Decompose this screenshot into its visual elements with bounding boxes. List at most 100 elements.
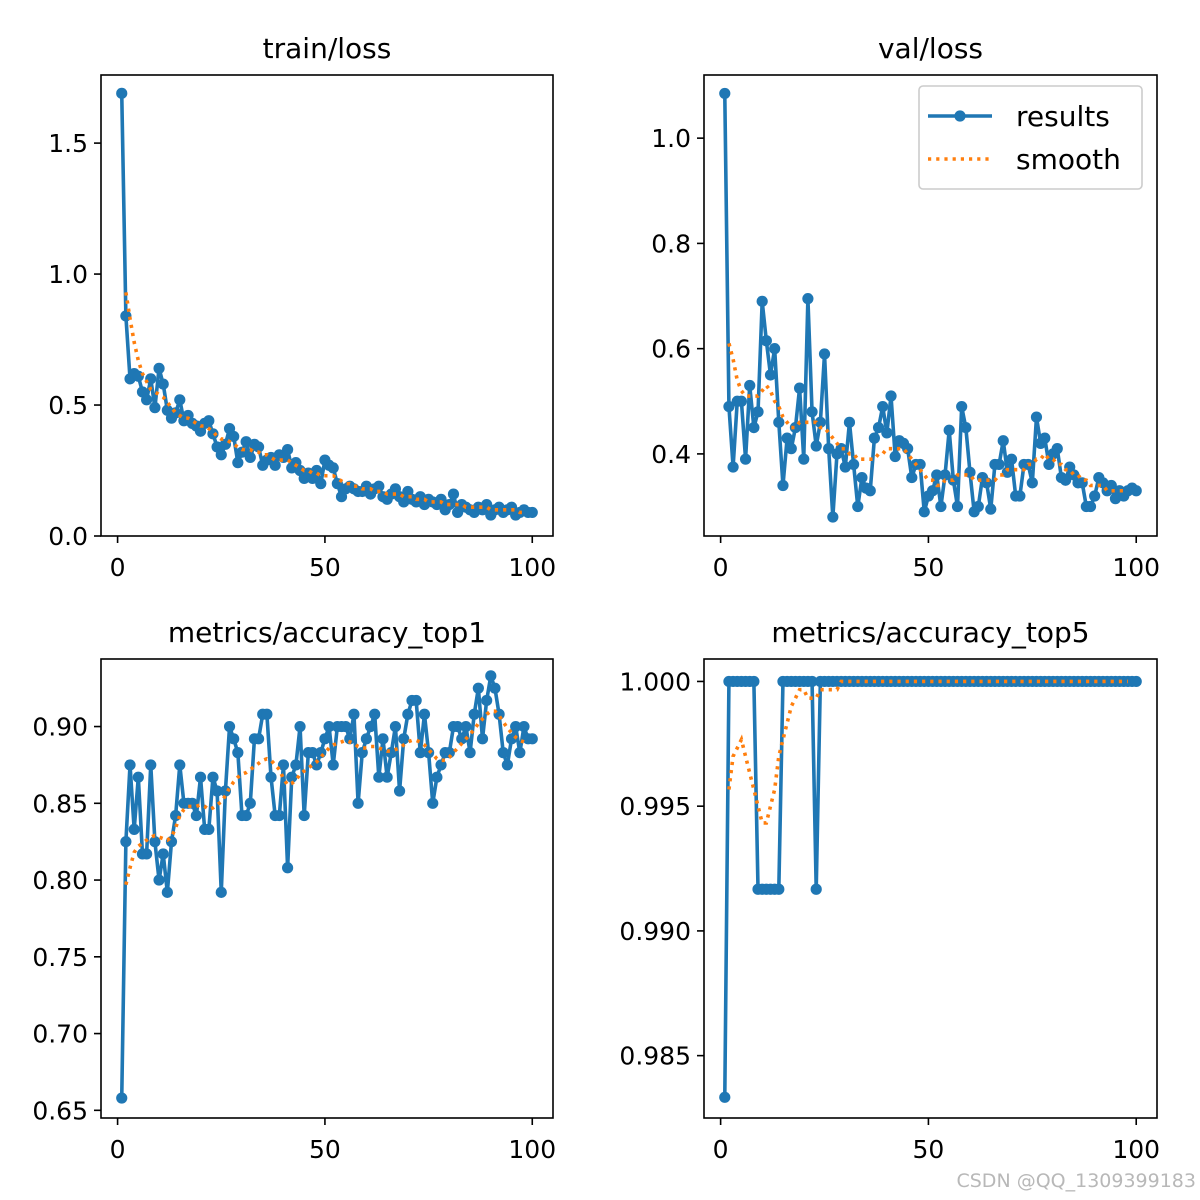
data-point: [476, 733, 489, 745]
data-point: [132, 370, 144, 382]
data-point: [806, 406, 818, 418]
series-line-results: [119, 93, 533, 517]
data-point: [153, 874, 165, 886]
data-point: [926, 485, 939, 497]
data-point: [252, 441, 265, 453]
legend: results smooth: [918, 85, 1143, 190]
data-point: [211, 785, 223, 797]
data-point: [752, 406, 764, 418]
data-point: [373, 771, 385, 783]
data-point: [939, 469, 951, 481]
data-point: [311, 759, 323, 771]
data-point: [810, 440, 822, 452]
data-point: [744, 379, 756, 392]
legend-results-marker: [954, 110, 966, 122]
data-point: [889, 450, 901, 463]
data-point: [431, 771, 443, 783]
data-point: [1051, 443, 1063, 455]
data-point: [194, 771, 207, 783]
data-point: [344, 733, 356, 745]
data-point: [215, 886, 227, 898]
train-loss-subplot: train/loss 0 50 100 0.0 0.5 1.0 1.5: [48, 32, 556, 582]
data-point: [1130, 485, 1142, 497]
y-tick-label: 0.0: [48, 522, 88, 551]
data-point: [282, 443, 294, 456]
data-point: [244, 451, 256, 464]
data-point: [273, 809, 285, 822]
val-loss-subplot: val/loss 0 50 100 0.4 0.6 0.8 1.0 results smooth: [651, 32, 1160, 582]
x-tick-label: 100: [508, 553, 556, 582]
data-point: [960, 421, 972, 434]
data-point: [327, 759, 339, 771]
data-point: [526, 506, 538, 519]
data-point: [793, 382, 806, 394]
y-tick-label: 0.65: [32, 1096, 88, 1125]
data-point: [735, 395, 748, 407]
data-point: [232, 457, 244, 469]
data-point: [414, 747, 426, 759]
data-point: [872, 421, 885, 434]
data-point: [943, 424, 955, 436]
data-point: [340, 720, 352, 733]
x-tick-label: 50: [913, 553, 945, 582]
data-point: [120, 836, 132, 848]
data-point: [223, 720, 236, 733]
series-line-smooth: [727, 679, 1128, 825]
data-point: [769, 343, 781, 355]
accuracy-top1-subplot: metrics/accuracy_top1 0 50 100 0.65 0.70 0.75 0…: [32, 616, 556, 1164]
data-point: [510, 720, 522, 733]
data-point: [418, 708, 431, 720]
x-tick-label: 0: [110, 553, 126, 582]
data-point: [252, 733, 265, 745]
data-point: [918, 506, 930, 518]
data-point: [852, 500, 864, 513]
y-tick-label: 0.5: [48, 391, 88, 420]
data-point: [323, 720, 335, 733]
y-tick-label: 0.985: [619, 1042, 691, 1071]
data-point: [827, 511, 839, 523]
data-point: [294, 720, 306, 733]
data-point: [514, 747, 526, 759]
data-point: [497, 747, 509, 759]
data-point: [261, 708, 273, 720]
chart-title: metrics/accuracy_top5: [771, 616, 1089, 649]
data-point: [464, 747, 476, 759]
x-tick-label: 0: [110, 1135, 126, 1164]
data-point: [460, 720, 472, 733]
data-point: [985, 503, 997, 515]
data-point: [381, 771, 393, 783]
y-tick-label: 0.85: [32, 789, 88, 818]
data-point: [298, 809, 310, 822]
data-point: [141, 394, 153, 406]
data-point: [352, 797, 364, 809]
y-tick-label: 1.0: [48, 260, 88, 289]
data-point: [885, 390, 897, 402]
data-point: [149, 836, 161, 848]
data-point: [843, 416, 856, 428]
data-point: [157, 378, 169, 390]
series-line-results: [722, 679, 1137, 1098]
data-point: [489, 682, 501, 694]
x-tick-label: 100: [1112, 1135, 1160, 1164]
data-point: [739, 453, 752, 465]
data-point: [501, 759, 513, 771]
data-point: [1014, 490, 1026, 502]
series-line-smooth: [727, 342, 1128, 493]
data-point: [116, 1092, 128, 1104]
data-point: [773, 883, 785, 895]
data-point: [848, 458, 860, 471]
data-point: [1089, 490, 1101, 502]
y-tick-label: 1.000: [619, 667, 691, 696]
series-line-smooth: [124, 292, 524, 515]
data-point: [756, 295, 768, 307]
data-point: [203, 823, 215, 835]
data-point: [789, 421, 802, 434]
data-point: [145, 759, 157, 771]
y-tick-label: 1.5: [48, 129, 88, 158]
x-tick-label: 50: [309, 553, 341, 582]
data-point: [856, 471, 868, 484]
data-point: [802, 293, 814, 305]
data-point: [393, 785, 406, 797]
data-point: [170, 809, 182, 822]
y-tick-label: 0.995: [619, 792, 691, 821]
